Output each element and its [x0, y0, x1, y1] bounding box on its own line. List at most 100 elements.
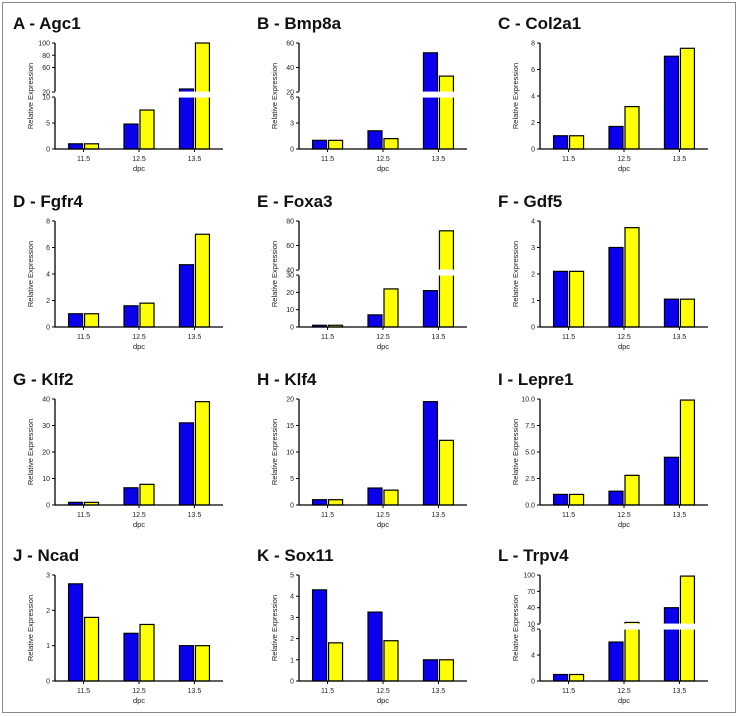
y-tick-label: 40 [286, 268, 294, 275]
x-tick-label: 13.5 [188, 156, 202, 163]
y-tick-label: 20 [42, 450, 50, 457]
panel-i-lepre1: I - Lepre1 0.0 2.5 5.0 7.5 10.0 11.5 12.5 13.5 dp… [498, 370, 708, 529]
y-tick-label: 0 [46, 679, 50, 686]
panel-title: G - Klf2 [13, 370, 73, 389]
bar-11-5-series-2 [327, 499, 344, 506]
y-tick-label: 60 [42, 65, 50, 72]
bar-11-5-series-2 [327, 139, 344, 150]
y-tick-label: 40 [527, 605, 535, 612]
bar-12-5-series-2 [624, 105, 640, 150]
x-tick-label: 12.5 [132, 688, 146, 695]
y-tick-label: 2 [531, 120, 535, 127]
panel-h-klf4: H - Klf4 0 5 10 15 20 11.5 12.5 13.5 dpc Relative … [257, 370, 467, 529]
y-tick-label: 4 [531, 653, 535, 660]
bar-13-5-series-2 [438, 230, 455, 328]
bar-13-5-series-1 [663, 607, 680, 682]
y-tick-label: 0 [46, 325, 50, 332]
y-tick-label: 20 [286, 397, 294, 404]
panel-title: A - Agc1 [13, 14, 81, 33]
y-tick-label: 60 [286, 41, 294, 48]
bar-11-5-series-2 [327, 642, 344, 682]
bar-11-5-series-1 [311, 139, 328, 150]
y-tick-label: 100 [38, 41, 50, 48]
bar-13-5-series-1 [663, 456, 680, 506]
bar-12-5-series-1 [367, 314, 383, 328]
y-tick-label: 3 [46, 573, 50, 580]
y-tick-label: 5 [290, 476, 294, 483]
bar-11-5-series-2 [568, 673, 585, 682]
x-tick-label: 11.5 [321, 156, 334, 163]
y-tick-label: 2 [531, 272, 535, 279]
bar-12-5-series-2 [139, 302, 155, 328]
x-tick-label: 12.5 [376, 334, 390, 341]
y-tick-label: 0 [531, 679, 535, 686]
x-tick-label: 13.5 [673, 688, 687, 695]
y-tick-label: 20 [42, 90, 50, 97]
bar-13-5-series-2 [194, 401, 211, 506]
y-tick-label: 0.0 [525, 503, 535, 510]
y-tick-label: 4 [531, 94, 535, 101]
x-tick-label: 11.5 [321, 512, 334, 519]
x-tick-label: 13.5 [188, 512, 202, 519]
y-tick-label: 40 [286, 65, 294, 72]
bar-11-5-series-1 [552, 135, 569, 150]
y-tick-label: 0 [290, 503, 294, 510]
y-tick-label: 4 [531, 219, 535, 226]
axis-break-gap [293, 91, 467, 98]
y-tick-label: 4 [290, 594, 294, 601]
y-tick-label: 20 [286, 90, 294, 97]
bar-13-5-series-2 [438, 75, 455, 150]
y-axis-label: Relative Expression [26, 419, 35, 485]
bar-11-5-series-1 [67, 313, 84, 328]
x-axis-label: dpc [133, 342, 145, 351]
panel-l-trpv4: L - Trpv4 0 4 810 40 70 100 11.5 12.5 13.5 dpc Rela… [498, 546, 708, 705]
panel-b-bmp8a: B - Bmp8a 0 3 620 40 60 11.5 12.5 13.5 dpc Relativ… [257, 14, 467, 173]
x-tick-label: 12.5 [376, 512, 390, 519]
bar-12-5-series-1 [608, 490, 624, 506]
y-tick-label: 70 [527, 589, 535, 596]
panel-title: J - Ncad [13, 546, 79, 565]
x-tick-label: 12.5 [376, 688, 390, 695]
y-axis-label: Relative Expression [270, 595, 279, 661]
x-tick-label: 11.5 [562, 334, 575, 341]
x-axis-label: dpc [618, 520, 630, 529]
bar-12-5-series-1 [367, 611, 383, 682]
y-tick-label: 0 [290, 679, 294, 686]
y-axis-label: Relative Expression [26, 63, 35, 129]
y-tick-label: 3 [290, 615, 294, 622]
x-tick-label: 11.5 [562, 512, 575, 519]
y-axis-label: Relative Expression [511, 241, 520, 307]
bar-13-5-series-1 [422, 401, 439, 506]
x-axis-label: dpc [377, 164, 389, 173]
y-tick-label: 100 [523, 573, 535, 580]
bar-13-5-series-2 [679, 399, 696, 506]
bar-12-5-series-1 [123, 123, 139, 150]
x-axis-label: dpc [133, 520, 145, 529]
x-axis-label: dpc [618, 164, 630, 173]
x-tick-label: 12.5 [617, 688, 631, 695]
x-tick-label: 13.5 [673, 512, 687, 519]
bar-13-5-series-1 [178, 422, 195, 506]
x-tick-label: 12.5 [617, 334, 631, 341]
y-tick-label: 60 [286, 243, 294, 250]
x-tick-label: 13.5 [432, 156, 446, 163]
bar-13-5-series-2 [194, 233, 211, 328]
y-tick-label: 15 [286, 423, 294, 430]
y-axis-label: Relative Expression [270, 63, 279, 129]
x-axis-label: dpc [133, 696, 145, 705]
y-axis-label: Relative Expression [270, 419, 279, 485]
panel-title: D - Fgfr4 [13, 192, 83, 211]
bar-12-5-series-2 [383, 640, 399, 682]
y-tick-label: 0 [46, 147, 50, 154]
x-axis-label: dpc [377, 520, 389, 529]
y-axis-label: Relative Expression [26, 241, 35, 307]
y-tick-label: 2 [46, 608, 50, 615]
x-tick-label: 11.5 [562, 688, 575, 695]
y-tick-label: 40 [42, 397, 50, 404]
panel-title: K - Sox11 [257, 546, 334, 565]
y-tick-label: 0 [290, 325, 294, 332]
axis-break-gap [293, 269, 467, 276]
